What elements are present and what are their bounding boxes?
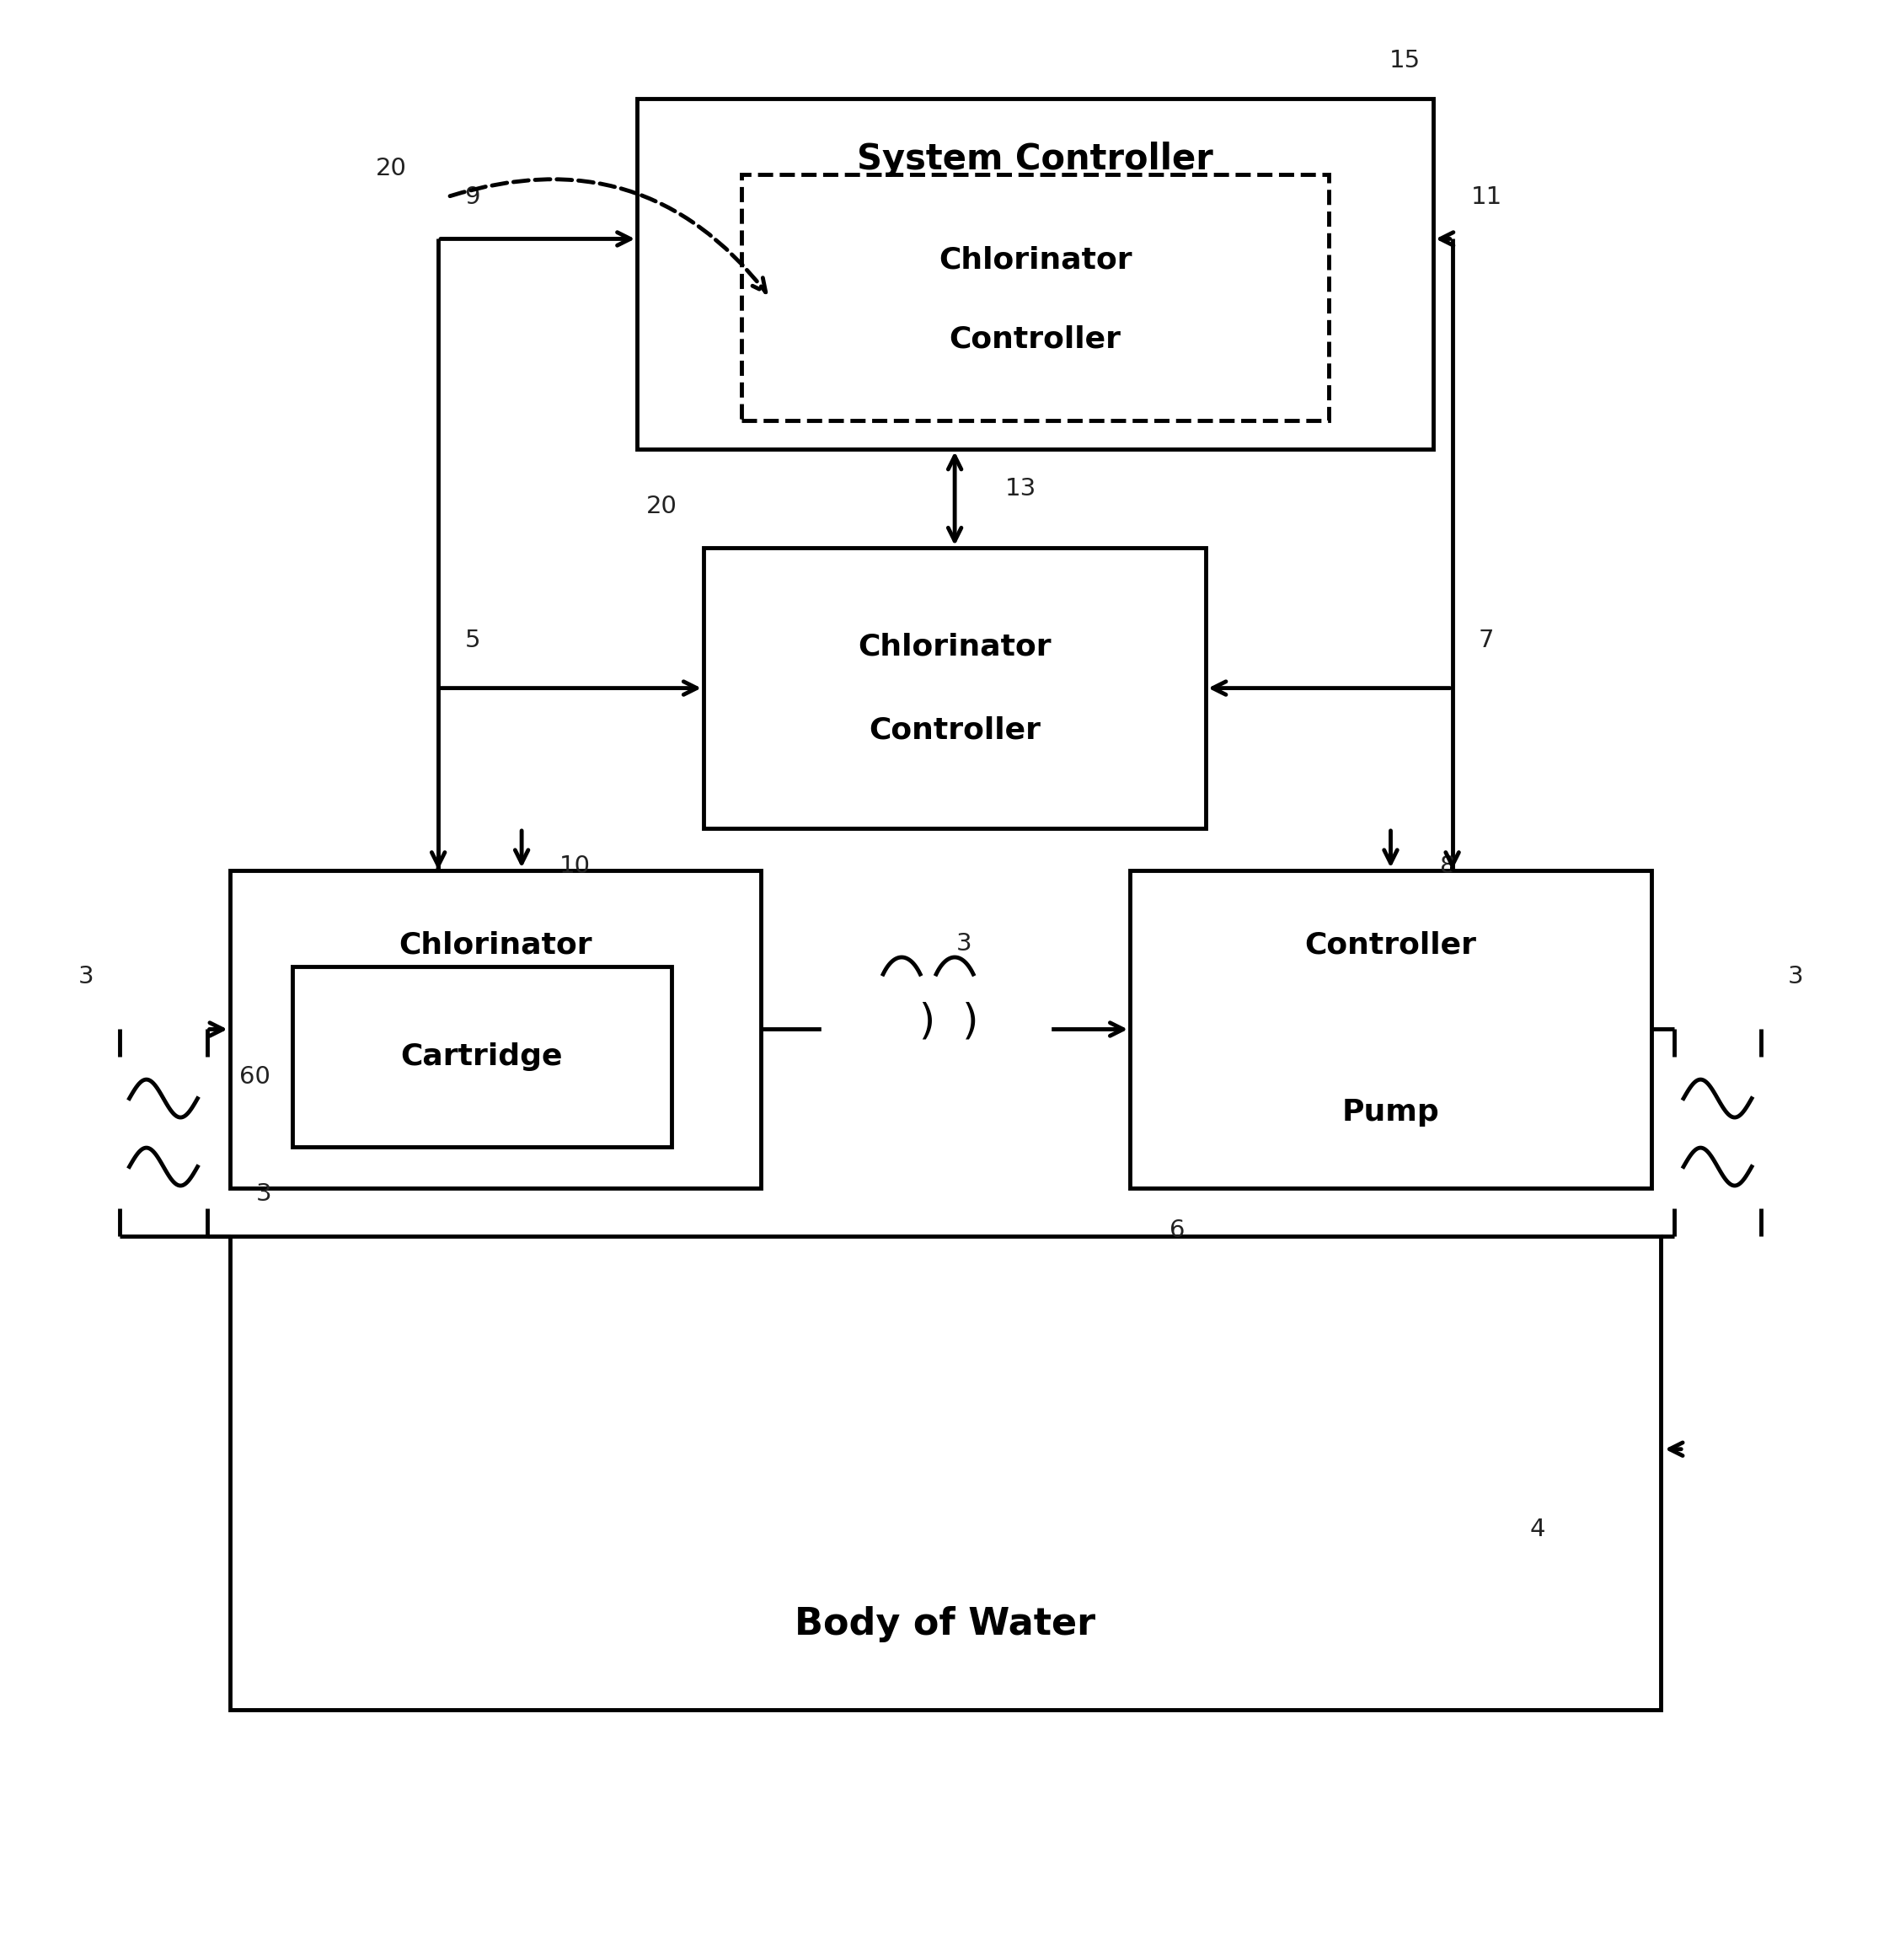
Text: 3: 3 [1788,964,1803,988]
Bar [821,982,1051,1076]
Text: System Controller: System Controller [857,141,1214,176]
Text: 60: 60 [239,1064,270,1088]
Text: Body of Water: Body of Water [794,1607,1096,1642]
Text: 6: 6 [1170,1219,1186,1243]
Text: 20: 20 [646,494,678,517]
Text: Controller: Controller [868,715,1041,745]
Text: 10: 10 [559,855,591,878]
Text: 8: 8 [1440,855,1455,878]
Bar [1130,870,1651,1188]
Text: Chlorinator: Chlorinator [939,245,1132,274]
Bar [741,174,1330,421]
Text: )  ): ) ) [893,1002,978,1043]
Text: 11: 11 [1471,186,1503,210]
Text: Controller: Controller [950,325,1121,353]
Text: Pump: Pump [1341,1098,1440,1127]
Text: 3: 3 [256,1182,272,1205]
Text: Cartridge: Cartridge [401,1043,562,1070]
Text: 15: 15 [1389,49,1421,73]
Bar [230,1237,1661,1709]
Text: Chlorinator: Chlorinator [859,631,1051,661]
Bar [293,966,671,1147]
Text: 4: 4 [1530,1517,1545,1541]
Text: 20: 20 [376,157,407,180]
Text: Chlorinator: Chlorinator [399,931,593,958]
Bar [636,98,1433,449]
Text: 5: 5 [466,629,481,653]
Bar [703,549,1206,829]
Bar [230,870,760,1188]
Text: 3: 3 [78,964,93,988]
Text: 13: 13 [1005,478,1037,502]
Text: 3: 3 [956,933,973,956]
Text: Controller: Controller [1305,931,1476,958]
Text: 9: 9 [466,186,481,210]
Text: 7: 7 [1478,629,1493,653]
